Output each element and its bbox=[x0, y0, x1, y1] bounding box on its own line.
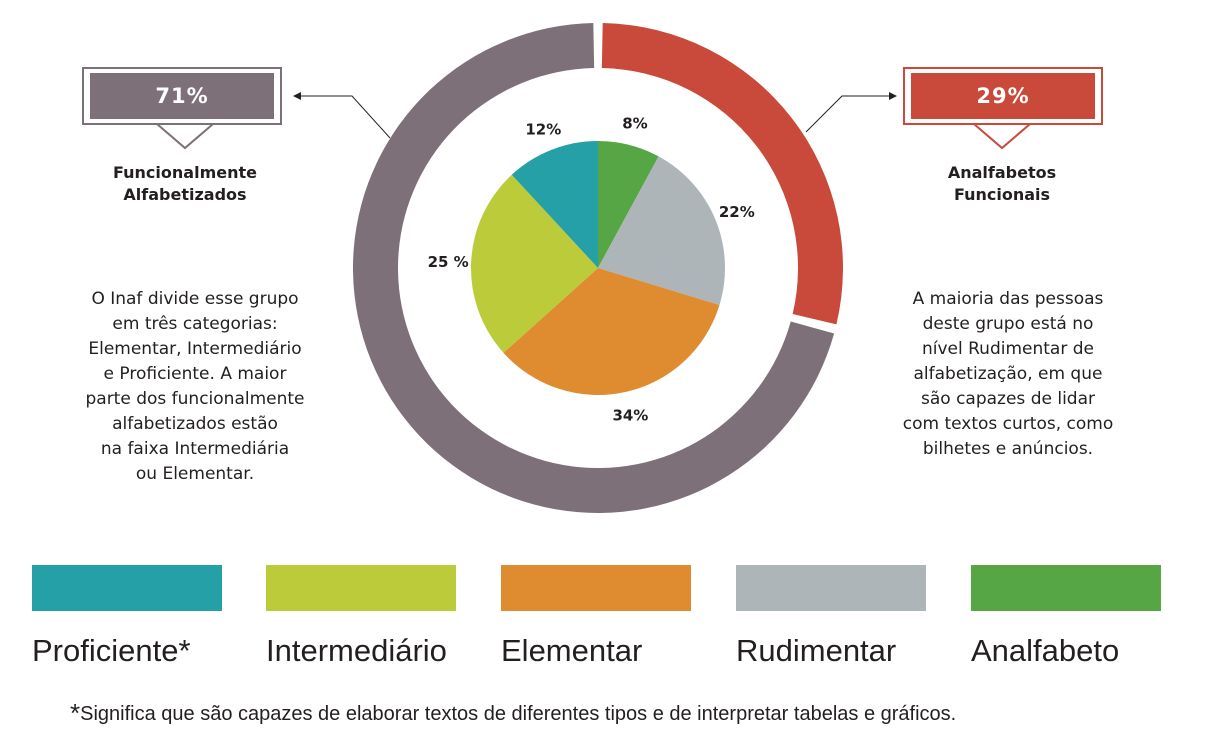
desc-line: O Inaf divide esse grupo bbox=[91, 289, 299, 309]
legend-label-rudimentar: Rudimentar bbox=[736, 633, 897, 668]
legend-label-proficiente: Proficiente* bbox=[32, 633, 191, 668]
pie-slice-proficiente bbox=[511, 141, 598, 268]
legend-label-elementar: Elementar bbox=[501, 633, 643, 668]
outer-ring bbox=[352, 23, 844, 513]
desc-line: nível Rudimentar de bbox=[921, 339, 1094, 359]
footnote-asterisk: * bbox=[70, 698, 81, 728]
right-callout-pointer bbox=[971, 123, 1033, 150]
inner-pie bbox=[470, 141, 726, 396]
pie-slice-rudimentar bbox=[598, 156, 726, 305]
left-callout-value: 71% bbox=[90, 73, 274, 119]
desc-line: com textos curtos, como bbox=[902, 414, 1114, 434]
donut-pie-chart: 8% 22% 34% 25 % 12% bbox=[154, 23, 1033, 513]
legend-swatch-analfabeto bbox=[971, 565, 1161, 611]
right-callout-label-line1: Analfabetos bbox=[947, 163, 1057, 182]
legend-swatch-elementar bbox=[501, 565, 691, 611]
left-callout-pointer bbox=[154, 123, 216, 150]
legend-swatch-proficiente bbox=[32, 565, 222, 611]
desc-line: ou Elementar. bbox=[135, 464, 255, 484]
callout-connectors bbox=[293, 92, 897, 139]
legend-label-analfabeto: Analfabeto bbox=[971, 633, 1120, 668]
desc-line: alfabetizados estão bbox=[112, 414, 278, 434]
right-connector-arrowhead bbox=[889, 92, 897, 100]
left-connector-line bbox=[300, 95, 391, 139]
pie-slice-elementar bbox=[503, 268, 720, 396]
pie-slice-analfabeto bbox=[598, 141, 659, 268]
right-callout-label: Analfabetos Funcionais bbox=[872, 162, 1132, 206]
right-description: A maioria das pessoas deste grupo está n… bbox=[858, 287, 1158, 462]
desc-line: deste grupo está no bbox=[922, 314, 1094, 334]
legend-swatch-intermediario bbox=[266, 565, 456, 611]
pie-label-analfabeto: 8% bbox=[622, 115, 647, 133]
legend-swatch-rudimentar bbox=[736, 565, 926, 611]
desc-line: parte dos funcionalmente bbox=[85, 389, 305, 409]
footnote: *Significa que são capazes de elaborar t… bbox=[70, 698, 1150, 729]
left-callout-label: Funcionalmente Alfabetizados bbox=[55, 162, 315, 206]
footnote-text: Significa que são capazes de elaborar te… bbox=[80, 703, 957, 725]
pie-labels: 8% 22% 34% 25 % 12% bbox=[428, 115, 755, 425]
right-callout-label-line2: Funcionais bbox=[953, 185, 1051, 204]
desc-line: na faixa Intermediária bbox=[100, 439, 290, 459]
desc-line: A maioria das pessoas bbox=[912, 289, 1104, 309]
legend-label-intermediario: Intermediário bbox=[266, 633, 447, 668]
desc-line: Elementar, Intermediário bbox=[88, 339, 302, 359]
desc-line: em três categorias: bbox=[112, 314, 278, 334]
pie-label-elementar: 34% bbox=[612, 406, 648, 424]
left-connector-arrowhead bbox=[293, 92, 301, 100]
right-connector-line bbox=[805, 95, 890, 133]
right-callout-value: 29% bbox=[911, 73, 1095, 119]
left-callout-box: 71% bbox=[82, 67, 282, 125]
pie-slice-intermediario bbox=[470, 174, 598, 353]
desc-line: são capazes de lidar bbox=[921, 389, 1095, 409]
right-callout-box: 29% bbox=[903, 67, 1103, 125]
pie-label-rudimentar: 22% bbox=[719, 203, 755, 221]
ring-segment-analfabetos-funcionais bbox=[601, 23, 844, 325]
left-callout-label-line2: Alfabetizados bbox=[123, 185, 247, 204]
desc-line: alfabetização, em que bbox=[913, 364, 1103, 384]
desc-line: bilhetes e anúncios. bbox=[922, 439, 1094, 459]
pie-label-proficiente: 12% bbox=[525, 120, 561, 138]
left-callout-label-line1: Funcionalmente bbox=[113, 163, 257, 182]
pie-label-intermediario: 25 % bbox=[428, 253, 469, 271]
left-description: O Inaf divide esse grupo em três categor… bbox=[35, 287, 355, 487]
desc-line: e Proficiente. A maior bbox=[103, 364, 287, 384]
